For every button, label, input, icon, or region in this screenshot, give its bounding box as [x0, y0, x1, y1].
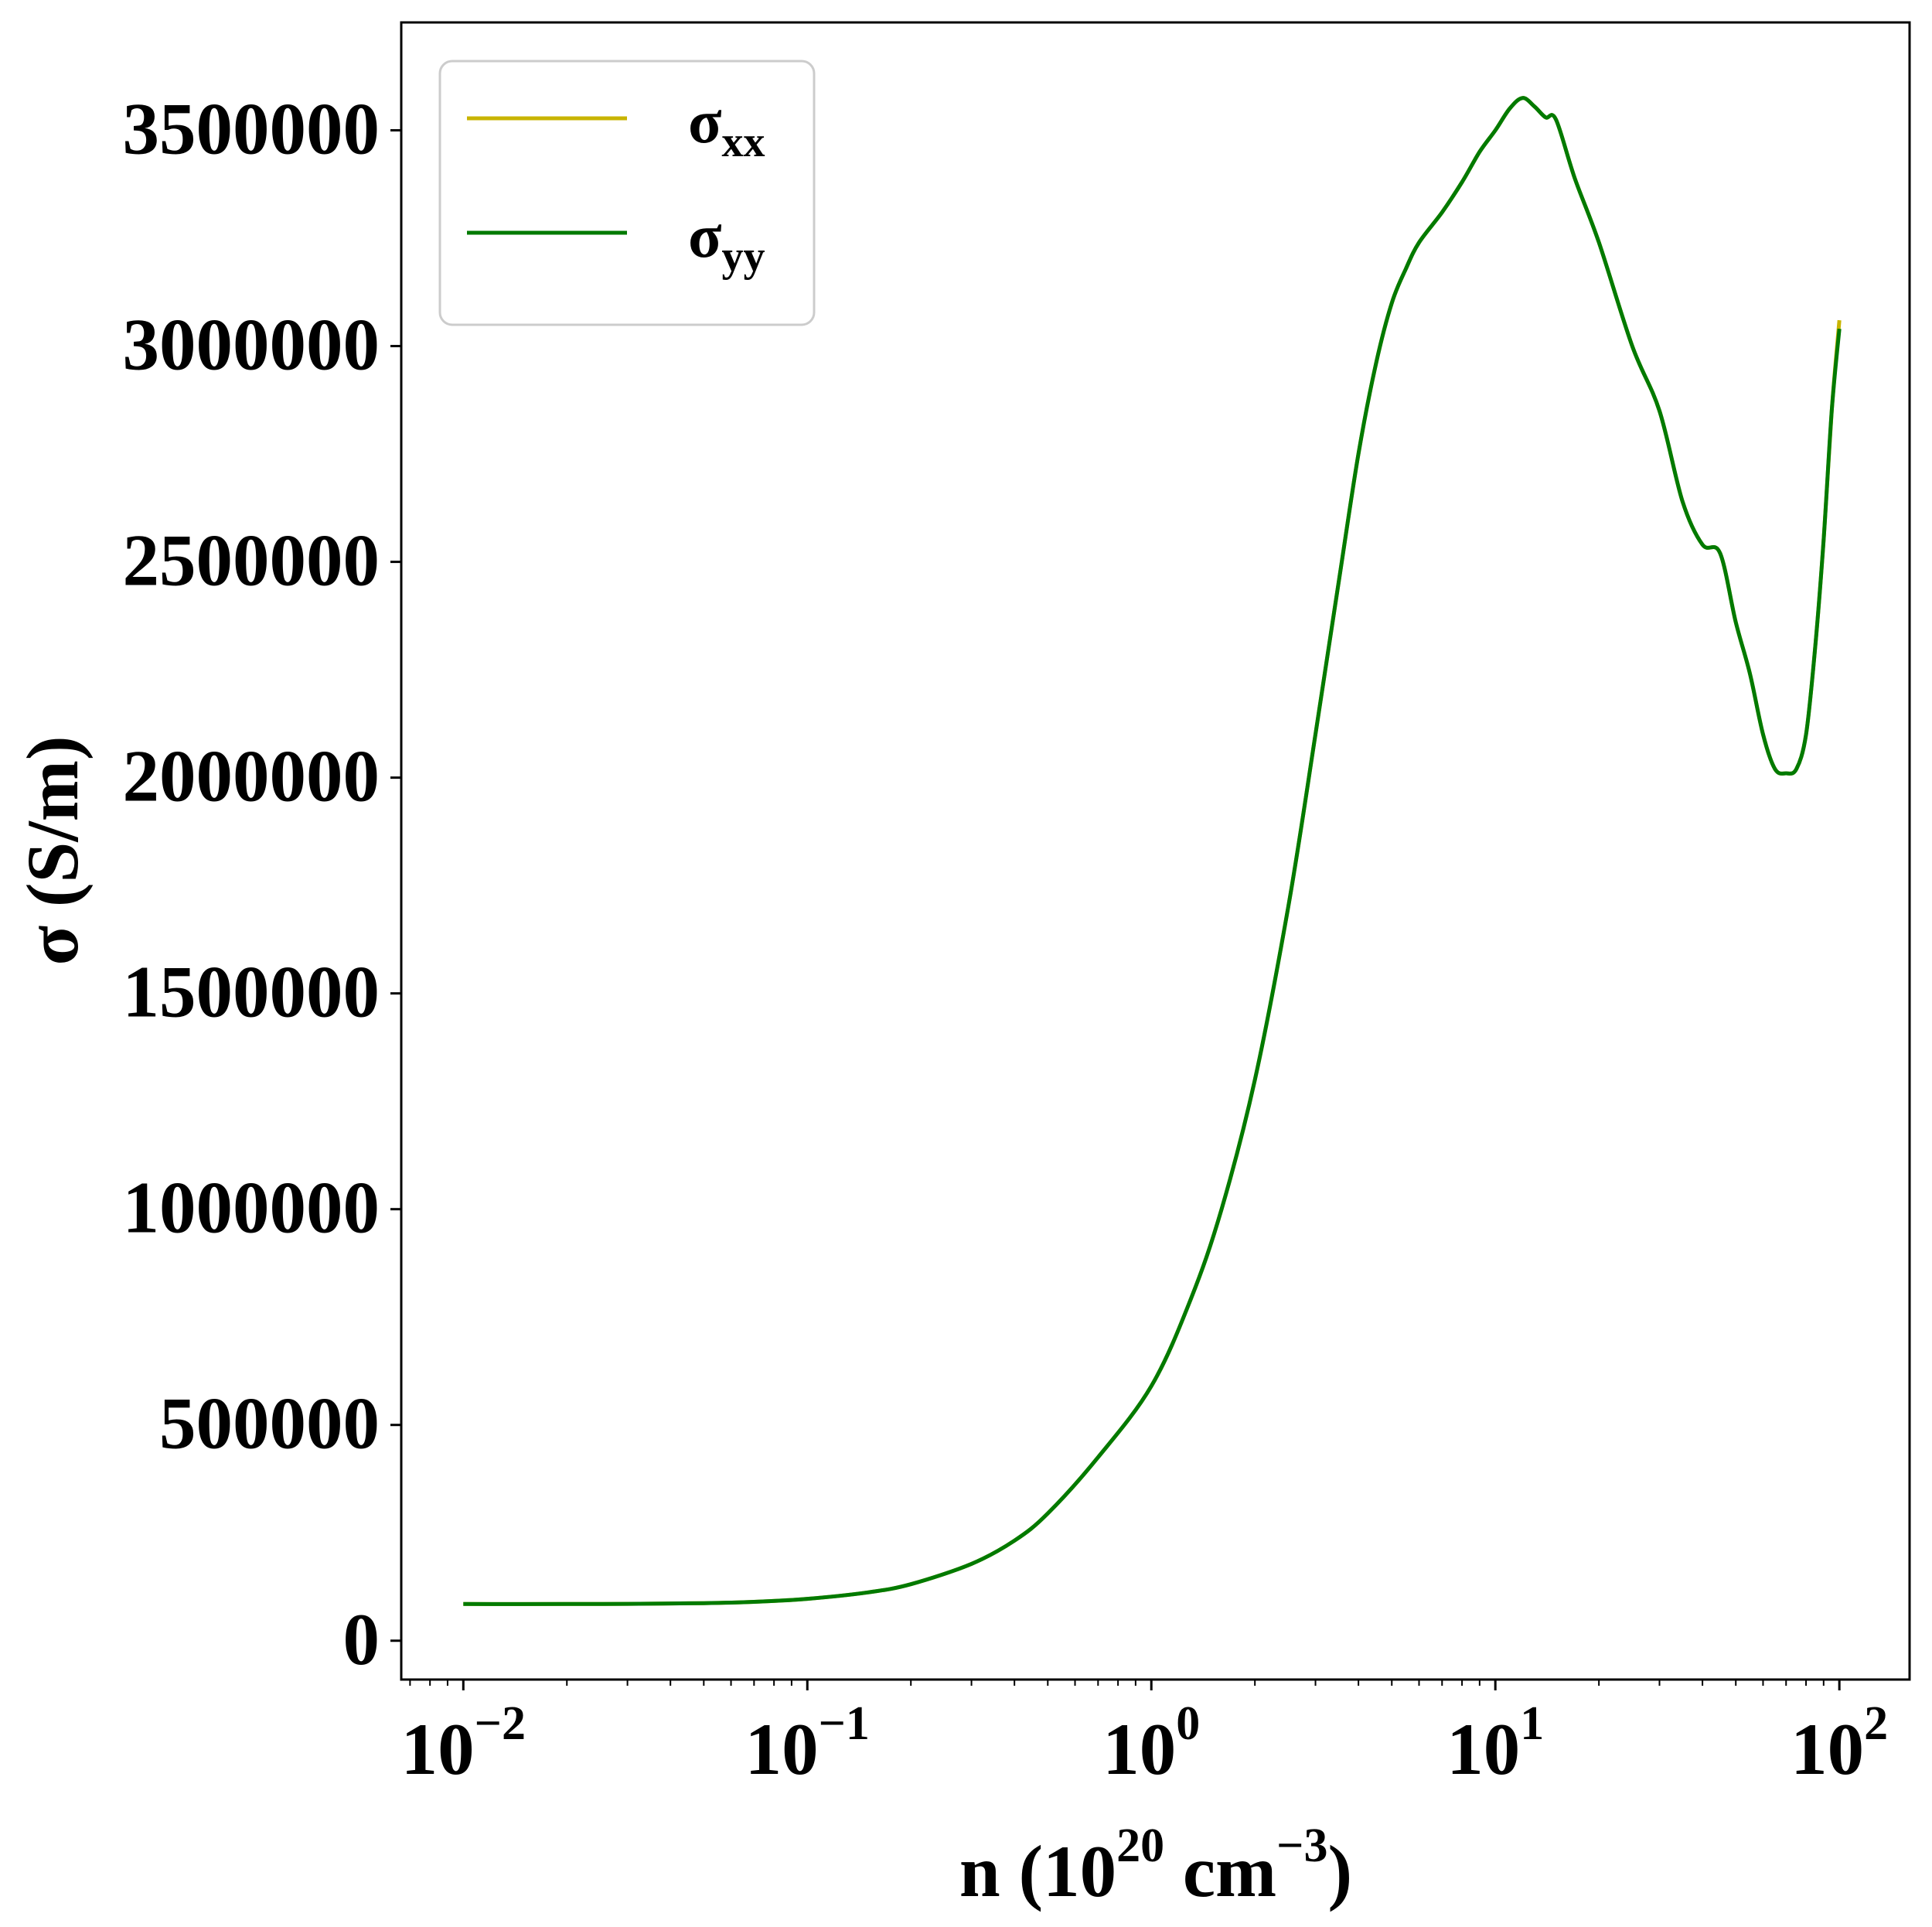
- tick-layer: 0 500000 1000000 1500000 2000000 2500000 30000…: [123, 88, 1889, 1790]
- y-tick-label-3500000: 3500000: [123, 88, 380, 170]
- plot-frame: [400, 21, 1911, 1681]
- x-tick-label-100: 102: [1791, 1697, 1888, 1790]
- legend-box: [438, 60, 816, 326]
- x-axis-label: n (1020 cm−3): [959, 1820, 1352, 1912]
- x-tick-label-10: 101: [1446, 1697, 1544, 1790]
- x-tick-label-0.01: 10−2: [401, 1697, 526, 1790]
- y-tick-label-1000000: 1000000: [123, 1167, 380, 1249]
- series-layer: [463, 96, 1842, 1606]
- y-axis-label: σ (S/m): [12, 735, 94, 965]
- y-tick-label-500000: 500000: [159, 1383, 380, 1465]
- x-tick-label-1: 100: [1102, 1697, 1200, 1790]
- legend: σxx σyy: [438, 60, 816, 326]
- y-tick-label-3000000: 3000000: [123, 304, 380, 386]
- y-tick-label-0: 0: [343, 1598, 380, 1680]
- series-line-yy: [463, 96, 1842, 1606]
- y-tick-label-1500000: 1500000: [123, 951, 380, 1033]
- legend-label-sigma-xx: σxx: [688, 88, 765, 166]
- legend-label-sigma-yy: σyy: [688, 203, 765, 281]
- y-tick-label-2000000: 2000000: [123, 735, 380, 817]
- x-tick-label-0.1: 10−1: [745, 1697, 870, 1790]
- y-tick-label-2500000: 2500000: [123, 520, 380, 602]
